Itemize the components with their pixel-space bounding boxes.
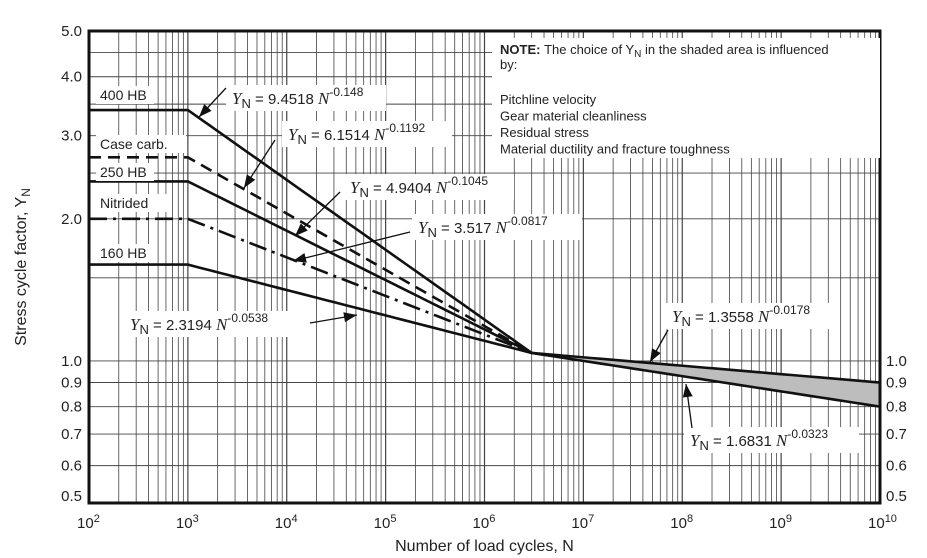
y-tick-label-right: 0.8 bbox=[886, 399, 907, 416]
y-tick-label-left: 0.6 bbox=[61, 458, 82, 475]
note-bg bbox=[492, 38, 880, 158]
arrow-line bbox=[292, 231, 411, 262]
note-item: Residual stress bbox=[500, 125, 589, 140]
note-text-by: by: bbox=[500, 57, 517, 72]
label-bg bbox=[96, 135, 186, 153]
arrow-head-icon bbox=[650, 348, 661, 362]
curve-160-hb bbox=[89, 263, 532, 355]
y-tick-label-left: 4.0 bbox=[61, 69, 82, 86]
material-label: Case carb. bbox=[100, 136, 168, 152]
y-tick-label-right: 0.6 bbox=[886, 458, 907, 475]
equation-bg bbox=[124, 311, 304, 337]
arrow-head-icon bbox=[343, 312, 357, 323]
equation-bg bbox=[226, 85, 386, 111]
plot-frame bbox=[87, 29, 882, 505]
material-label: 160 HB bbox=[100, 245, 147, 261]
arrow-head-icon bbox=[293, 253, 307, 263]
x-tick-label: 1010 bbox=[868, 513, 897, 532]
equation-nitrided: YN = 3.517 N-0.0817 bbox=[418, 214, 548, 240]
x-tick-label: 102 bbox=[77, 513, 100, 532]
y-axis-label: Stress cycle factor, YN bbox=[13, 188, 33, 346]
note-item: Gear material cleanliness bbox=[500, 109, 647, 124]
curve-400-hb bbox=[89, 108, 533, 354]
y-tick-label-left: 2.0 bbox=[61, 211, 82, 228]
equation-upper-long-life: YN = 1.3558 N-0.0178 bbox=[672, 303, 810, 329]
equation-bg bbox=[666, 303, 834, 329]
curve-case-carb- bbox=[89, 156, 533, 355]
equation-bg bbox=[282, 121, 452, 147]
labels: 5.0 4.0 3.0 2.0 1.0 0.9 0.8 0.7 0.6 0.5 1.0 0.9 0.8 0… bbox=[13, 23, 907, 555]
y-tick-label-left: 1.0 bbox=[61, 353, 82, 370]
y-tick-label-left: 0.8 bbox=[61, 399, 82, 416]
label-bg bbox=[96, 194, 170, 212]
y-tick-label-right: 0.7 bbox=[886, 426, 907, 443]
x-tick-label: 107 bbox=[571, 513, 594, 532]
note-item: Material ductility and fracture toughnes… bbox=[500, 142, 730, 157]
curve-long-life-1 bbox=[531, 351, 881, 384]
arrow-head-icon bbox=[244, 174, 256, 188]
arrow-head-icon bbox=[682, 384, 693, 398]
y-tick-label-left: 0.5 bbox=[61, 488, 82, 505]
material-label: 400 HB bbox=[100, 87, 147, 103]
x-tick-label: 108 bbox=[670, 513, 693, 532]
y-tick-label-right: 1.0 bbox=[886, 353, 907, 370]
equation-160hb: YN = 2.3194 N-0.0538 bbox=[130, 311, 268, 337]
equation-400hb: YN = 9.4518 N-0.148 bbox=[232, 85, 364, 111]
x-tick-label: 109 bbox=[769, 513, 792, 532]
curve-nitrided bbox=[89, 217, 533, 355]
label-bg bbox=[96, 163, 154, 181]
curve-long-life-2 bbox=[531, 351, 881, 408]
equation-250hb: YN = 4.9404 N-0.1045 bbox=[350, 174, 488, 200]
label-bg bbox=[96, 86, 154, 104]
y-tick-label-left: 0.7 bbox=[61, 426, 82, 443]
y-tick-label-right: 0.5 bbox=[886, 488, 907, 505]
x-tick-label: 105 bbox=[374, 513, 397, 532]
note-text: NOTE: The choice of YN in the shaded are… bbox=[500, 42, 829, 60]
y-tick-label-right: 0.9 bbox=[886, 375, 907, 392]
x-tick-label: 106 bbox=[473, 513, 496, 532]
x-tick-label: 103 bbox=[176, 513, 199, 532]
equation-bg bbox=[412, 214, 582, 240]
equation-case-carb: YN = 6.1514 N-0.1192 bbox=[288, 121, 425, 147]
y-tick-label-left: 0.9 bbox=[61, 375, 82, 392]
curve-250-hb bbox=[89, 180, 533, 355]
arrow-head-icon bbox=[199, 104, 212, 117]
curves bbox=[89, 108, 881, 408]
label-bg bbox=[96, 244, 154, 262]
plot-border bbox=[87, 29, 882, 505]
y-tick-label-left: 5.0 bbox=[61, 23, 82, 40]
x-axis-label: Number of load cycles, N bbox=[395, 538, 574, 555]
material-label: 250 HB bbox=[100, 164, 147, 180]
note-item: Pitchline velocity bbox=[500, 92, 597, 107]
material-label: Nitrided bbox=[100, 195, 148, 211]
arrow-head-icon bbox=[295, 223, 308, 236]
equation-bg bbox=[684, 427, 859, 453]
x-tick-label: 104 bbox=[275, 513, 298, 532]
equation-lower-long-life: YN = 1.6831 N-0.0323 bbox=[690, 427, 828, 453]
y-tick-label-left: 3.0 bbox=[61, 128, 82, 145]
equation-bg bbox=[344, 174, 514, 200]
